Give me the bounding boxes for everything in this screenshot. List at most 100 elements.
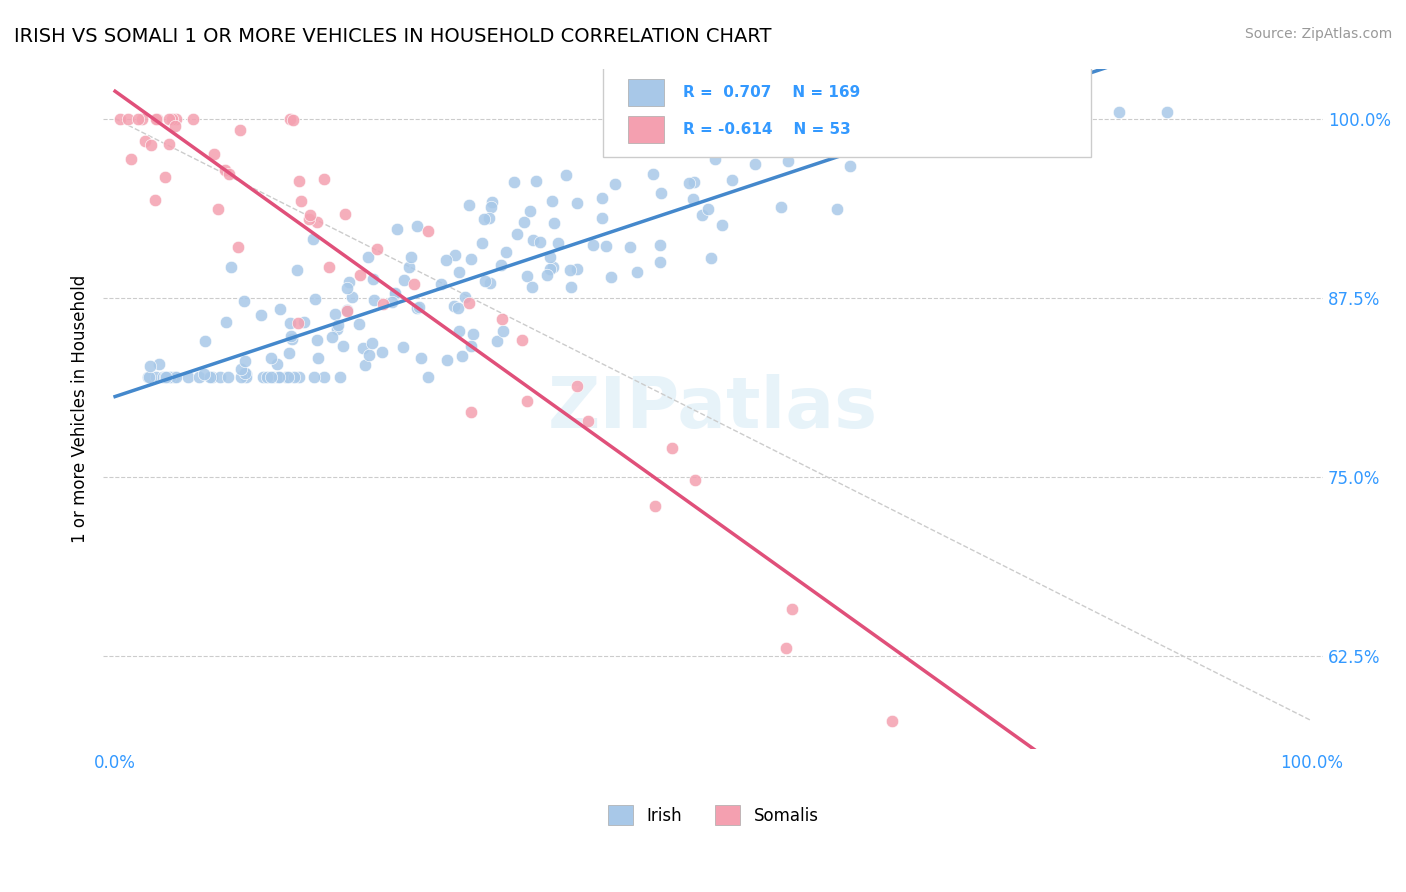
Point	[454, 289, 477, 303]
Point	[775, 640, 797, 655]
Point	[267, 369, 290, 384]
Point	[283, 369, 305, 384]
Point	[825, 202, 848, 216]
Point	[446, 301, 468, 316]
Point	[392, 273, 415, 287]
Text: R =  0.707    N = 169: R = 0.707 N = 169	[683, 85, 860, 100]
Point	[458, 296, 481, 310]
Point	[373, 297, 395, 311]
Point	[177, 369, 200, 384]
Point	[478, 211, 501, 226]
Point	[1108, 104, 1130, 119]
Point	[524, 174, 547, 188]
Point	[256, 369, 278, 384]
Point	[307, 351, 329, 365]
Point	[661, 441, 683, 455]
Point	[522, 279, 544, 293]
Point	[278, 346, 301, 360]
Point	[447, 324, 470, 338]
Point	[252, 369, 274, 384]
Point	[554, 168, 576, 182]
Point	[153, 369, 176, 384]
Point	[229, 361, 252, 376]
Point	[595, 239, 617, 253]
Point	[218, 369, 240, 384]
Point	[683, 473, 706, 487]
Point	[384, 285, 406, 300]
Point	[479, 200, 502, 214]
Point	[139, 138, 162, 153]
Point	[336, 281, 359, 295]
Point	[146, 112, 169, 126]
Point	[461, 326, 484, 341]
Point	[340, 290, 363, 304]
Point	[444, 248, 467, 262]
Point	[145, 112, 167, 126]
Point	[776, 154, 799, 169]
Point	[565, 262, 588, 277]
Point	[117, 112, 139, 126]
Point	[600, 270, 623, 285]
Point	[436, 353, 458, 368]
Point	[215, 315, 238, 329]
Point	[165, 112, 187, 126]
Point	[474, 274, 496, 288]
Point	[155, 369, 177, 384]
Point	[890, 129, 912, 144]
Point	[127, 112, 149, 126]
Point	[502, 175, 524, 189]
Point	[780, 602, 803, 616]
Point	[485, 334, 508, 349]
Point	[250, 309, 273, 323]
Point	[492, 324, 515, 338]
Point	[697, 202, 720, 216]
Point	[143, 193, 166, 207]
Point	[547, 236, 569, 251]
Point	[277, 369, 299, 384]
Legend: Irish, Somalis: Irish, Somalis	[602, 798, 825, 832]
Point	[302, 232, 325, 246]
Point	[312, 172, 335, 186]
Point	[408, 300, 430, 314]
Point	[540, 250, 562, 264]
Point	[335, 304, 357, 318]
Point	[181, 112, 204, 126]
Point	[207, 202, 229, 217]
Point	[418, 369, 440, 384]
Point	[513, 215, 536, 229]
Point	[399, 250, 422, 264]
Point	[839, 160, 862, 174]
Point	[522, 233, 544, 247]
Point	[228, 122, 250, 136]
Point	[352, 341, 374, 355]
Point	[304, 292, 326, 306]
Point	[187, 369, 209, 384]
Point	[650, 186, 672, 200]
FancyBboxPatch shape	[627, 78, 664, 106]
Point	[460, 252, 482, 266]
Point	[560, 262, 582, 277]
Point	[682, 192, 704, 206]
Point	[194, 334, 217, 349]
Point	[478, 276, 501, 290]
Point	[641, 167, 664, 181]
Point	[152, 369, 174, 384]
FancyBboxPatch shape	[603, 62, 1091, 157]
FancyBboxPatch shape	[627, 116, 664, 144]
Point	[278, 112, 301, 126]
Point	[481, 195, 503, 210]
Point	[1156, 104, 1178, 119]
Point	[434, 252, 457, 267]
Point	[157, 112, 180, 126]
Point	[148, 357, 170, 371]
Point	[371, 345, 394, 359]
Y-axis label: 1 or more Vehicles in Household: 1 or more Vehicles in Household	[72, 275, 89, 543]
Point	[449, 265, 471, 279]
Point	[460, 339, 482, 353]
Point	[138, 369, 160, 384]
Point	[336, 302, 359, 317]
Point	[538, 261, 561, 276]
Point	[318, 260, 340, 274]
Point	[235, 369, 257, 384]
Point	[392, 340, 415, 354]
